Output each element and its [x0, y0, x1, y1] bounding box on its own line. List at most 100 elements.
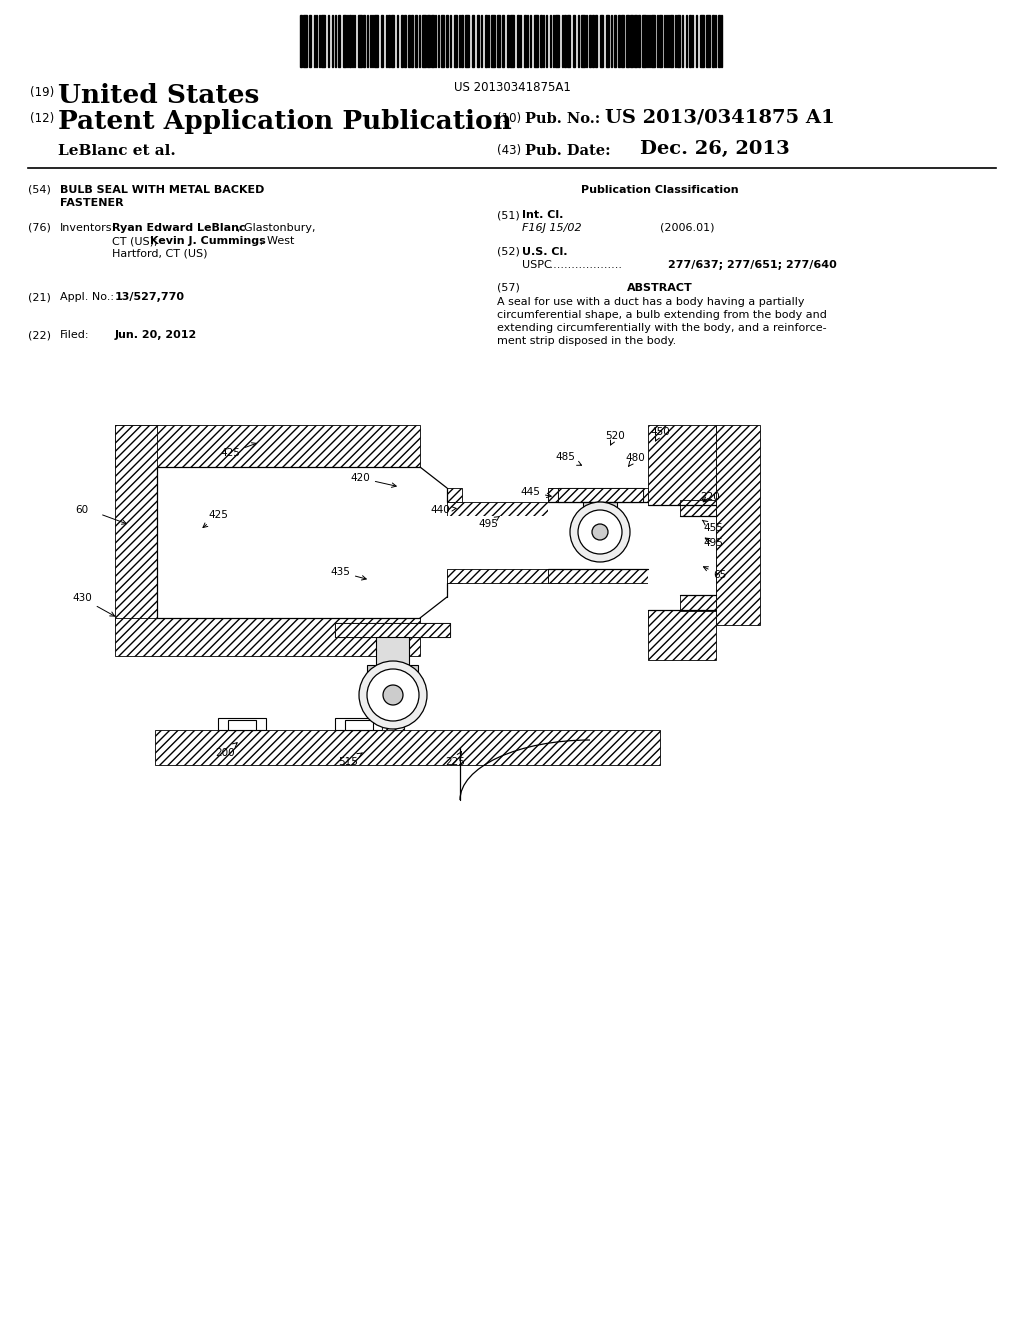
Text: Inventors:: Inventors: [60, 223, 116, 234]
Bar [548, 488, 648, 502]
Text: Ryan Edward LeBlanc: Ryan Edward LeBlanc [112, 223, 246, 234]
Bar [626, 15, 629, 67]
Bar [485, 15, 487, 67]
Bar [349, 15, 351, 67]
Circle shape [359, 661, 427, 729]
Text: 420: 420 [350, 473, 396, 487]
Text: Jun. 20, 2012: Jun. 20, 2012 [115, 330, 198, 341]
Bar [335, 623, 450, 638]
Text: 277/637; 277/651; 277/640: 277/637; 277/651; 277/640 [668, 260, 837, 271]
Bar [300, 15, 302, 67]
Bar [651, 15, 655, 67]
Bar [706, 15, 710, 67]
Text: extending circumferentially with the body, and a reinforce-: extending circumferentially with the bod… [497, 323, 826, 333]
Text: U.S. Cl.: U.S. Cl. [522, 247, 567, 257]
Bar [376, 638, 409, 665]
Text: 520: 520 [605, 432, 625, 445]
Bar [447, 502, 552, 516]
Bar [335, 623, 450, 638]
Text: Pub. No.:: Pub. No.: [525, 112, 600, 125]
Text: 60: 60 [76, 506, 88, 515]
Bar [391, 15, 394, 67]
Text: Int. Cl.: Int. Cl. [522, 210, 563, 220]
Bar [581, 15, 585, 67]
Bar [689, 15, 691, 67]
Text: ment strip disposed in the body.: ment strip disposed in the body. [497, 337, 676, 346]
Bar [540, 15, 542, 67]
Bar [634, 15, 637, 67]
Bar [497, 15, 500, 67]
Bar [510, 15, 514, 67]
Bar [362, 15, 365, 67]
Text: Kevin J. Cummings: Kevin J. Cummings [150, 236, 266, 246]
Bar [382, 665, 404, 730]
Bar [446, 15, 449, 67]
Bar [670, 15, 673, 67]
Text: (22): (22) [28, 330, 51, 341]
Bar [404, 15, 406, 67]
Bar [411, 15, 413, 67]
Bar [447, 488, 462, 502]
Bar [447, 569, 552, 583]
Bar [447, 572, 462, 583]
Bar [517, 15, 519, 67]
Text: 200: 200 [215, 743, 238, 758]
Bar [218, 718, 266, 730]
Bar [388, 15, 390, 67]
Bar [700, 15, 705, 67]
Bar [465, 15, 469, 67]
Text: US 20130341875A1: US 20130341875A1 [454, 81, 570, 94]
Bar [621, 15, 624, 67]
Text: 425: 425 [203, 510, 228, 528]
Circle shape [367, 669, 419, 721]
Text: 65: 65 [703, 566, 727, 579]
Text: 450: 450 [650, 426, 670, 441]
Text: ABSTRACT: ABSTRACT [627, 282, 693, 293]
Bar [718, 15, 720, 67]
Text: F16J 15/02: F16J 15/02 [522, 223, 582, 234]
Bar [524, 15, 526, 67]
Bar [548, 502, 564, 569]
Text: 425: 425 [220, 442, 256, 458]
Text: 480: 480 [625, 453, 645, 466]
Text: (52): (52) [497, 247, 520, 257]
Bar [345, 719, 373, 730]
Bar [321, 15, 325, 67]
Bar [558, 488, 643, 502]
Bar [680, 500, 716, 516]
Bar [555, 15, 559, 67]
Bar [422, 15, 426, 67]
Bar [648, 610, 716, 660]
Bar [408, 15, 410, 67]
Text: LeBlanc et al.: LeBlanc et al. [58, 144, 176, 158]
Bar [573, 15, 575, 67]
Bar [358, 15, 362, 67]
Text: 495: 495 [703, 539, 723, 548]
Bar [548, 569, 564, 583]
Bar [600, 15, 603, 67]
Bar [548, 488, 564, 502]
Text: (76): (76) [28, 223, 51, 234]
Bar [638, 15, 640, 67]
Bar [454, 15, 457, 67]
Bar [338, 15, 340, 67]
Bar [659, 15, 662, 67]
Text: (21): (21) [28, 292, 51, 302]
Text: Patent Application Publication: Patent Application Publication [58, 110, 512, 135]
Text: US 2013/0341875 A1: US 2013/0341875 A1 [605, 108, 835, 125]
Text: (43): (43) [497, 144, 521, 157]
Text: USPC: USPC [522, 260, 552, 271]
Bar [382, 665, 404, 730]
Bar [618, 15, 620, 67]
Bar [472, 15, 474, 67]
Bar [427, 15, 430, 67]
Bar [564, 15, 566, 67]
Bar [677, 15, 680, 67]
Bar [115, 618, 420, 656]
Bar [381, 15, 383, 67]
Bar [343, 15, 346, 67]
Text: 440: 440 [430, 506, 456, 515]
Bar [648, 506, 716, 610]
Bar [606, 15, 609, 67]
Bar [642, 15, 646, 67]
